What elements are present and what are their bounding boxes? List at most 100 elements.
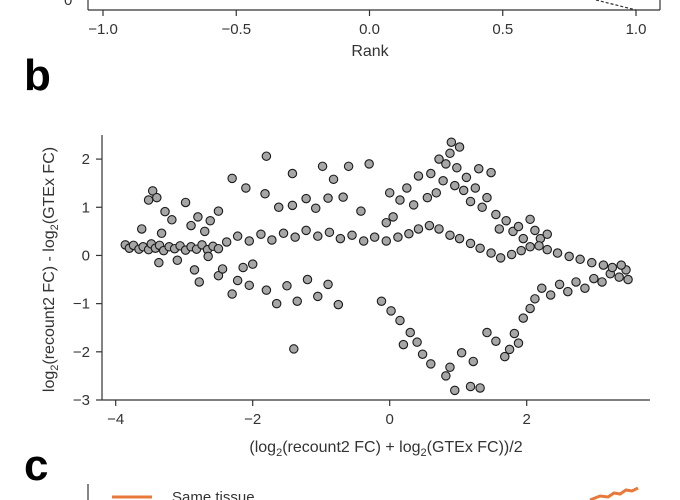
scatter-point [486,248,496,258]
scatter-point [491,336,501,346]
scatter-point [525,303,535,314]
scatter-point [156,228,167,239]
scatter-point [247,259,258,269]
panel-a-xtick-label: 1.0 [626,21,647,38]
scatter-point [369,232,380,242]
scatter-point [513,221,524,232]
scatter-point [310,203,321,213]
scatter-point [445,362,455,372]
panel-b-label: b [24,51,51,100]
scatter-point [301,225,311,236]
scatter-point [381,236,392,246]
panel-c-label: c [24,441,48,490]
panel-a-fragment: 0 −1.0 −0.5 0.0 0.5 1.0 Rank [64,0,661,60]
scatter-point [186,220,196,231]
scatter-point [290,232,300,242]
scatter-point [261,285,272,295]
scatter-point [542,244,552,255]
y-tick-label: −1 [73,296,90,313]
scatter-point [445,148,455,159]
scatter-point [516,245,526,256]
scatter-point [167,215,177,225]
scatter-point [154,257,164,268]
scatter-point [193,212,203,222]
scatter-point [465,196,476,207]
scatter-point [261,151,272,161]
panel-a-ytick-partial: 0 [64,0,72,9]
scatter-point [404,229,414,239]
scatter-point [607,262,618,273]
scatter-point [205,216,215,226]
scatter-point [509,328,520,339]
scatter-point [424,220,435,231]
scatter-point [386,306,396,316]
scatter-point [580,283,590,293]
scatter-point [495,253,506,263]
scatter-point [273,202,284,213]
scatter-point [333,299,344,310]
scatter-point [525,242,535,252]
scatter-point [518,313,529,323]
x-axis-ticks: −4 −2 0 2 [107,400,531,428]
scatter-point [301,193,311,204]
scatter-point [530,294,540,304]
scatter-point [413,171,424,181]
scatter-point [393,232,403,242]
scatter-point [238,262,248,273]
scatter-point [525,214,535,225]
y-tick-label: 0 [82,247,90,264]
scatter-point [434,154,444,164]
scatter-point [227,173,237,184]
scatter-point [203,251,213,262]
scatter-point [213,206,224,216]
panel-a-dashed-curve [595,0,637,11]
scatter-point [454,233,465,244]
scatter-point [395,195,405,205]
scatter-point [554,279,565,290]
scatter-point [395,315,405,326]
panel-a-xtick-label: −0.5 [221,21,251,38]
scatter-point [172,255,183,266]
scatter-point [441,371,451,381]
scatter-point [398,339,409,350]
scatter-point [417,349,428,359]
panel-c-orange-curve [589,486,639,500]
x-tick-label: −2 [244,411,261,428]
scatter-point [313,231,323,241]
scatter-point [475,383,485,393]
scatter-point [292,296,302,306]
scatter-point [200,226,210,237]
scatter-point [456,348,467,358]
scatter-point [473,163,484,174]
scatter-point [338,192,348,202]
scatter-point [504,344,515,355]
scatter-point [542,229,552,240]
scatter-point [323,193,333,203]
x-axis-title: (log2(recount2 FC) + log2(GTEx FC))/2 [249,439,522,459]
scatter-point [450,180,460,191]
scatter-point [450,385,460,396]
scatter-point [530,225,540,236]
scatter-point [347,230,357,240]
scatter-point [563,286,573,297]
scatter-point [408,200,419,210]
scatter-point [381,217,392,228]
scatter-point [537,283,547,293]
scatter-point [244,236,255,246]
scatter-point [335,233,346,244]
scatter-point [534,241,544,251]
scatter-point [598,260,609,270]
x-tick-label: 2 [523,411,531,428]
scatter-point [552,248,563,258]
scatter-point [358,236,369,246]
scatter-point [422,192,433,203]
scatter-point [232,275,243,286]
x-tick-label: 0 [386,411,394,428]
scatter-point [434,224,444,234]
scatter-point [589,273,599,284]
y-tick-label: 1 [82,199,90,216]
scatter-point [256,229,266,240]
scatter-point [413,224,424,234]
scatter-point [468,356,479,367]
panel-a-xtick-label: −1.0 [88,21,118,38]
